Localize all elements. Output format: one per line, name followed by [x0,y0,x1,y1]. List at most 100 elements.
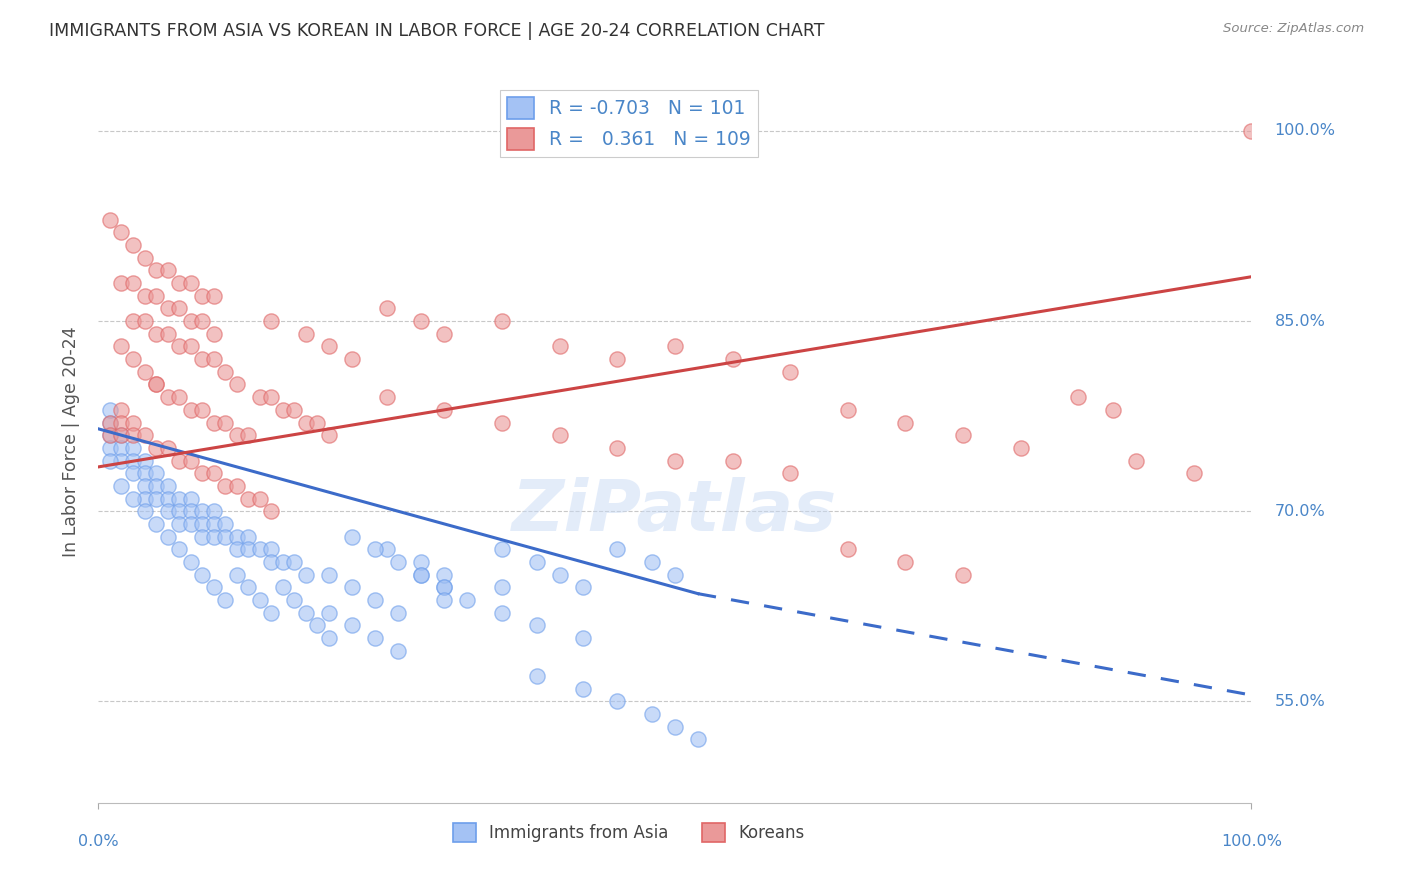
Point [191,567,214,582]
Point [202,416,225,430]
Point [145,377,167,392]
Point [837,542,859,557]
Point [260,542,283,557]
Point [1182,467,1205,481]
Point [98,453,121,467]
Point [548,428,571,442]
Text: 55.0%: 55.0% [1274,694,1324,709]
Point [214,516,236,531]
Point [307,416,329,430]
Point [249,593,271,607]
Point [98,428,121,442]
Point [156,479,179,493]
Point [110,402,132,417]
Point [191,402,214,417]
Point [340,618,363,632]
Point [180,314,202,328]
Text: 100.0%: 100.0% [1274,123,1336,138]
Point [134,251,156,265]
Point [295,606,318,620]
Point [110,453,132,467]
Point [387,643,409,657]
Point [191,516,214,531]
Point [433,593,456,607]
Point [225,542,247,557]
Point [307,618,329,632]
Point [664,720,686,734]
Point [364,631,387,645]
Point [134,314,156,328]
Point [548,339,571,353]
Point [238,428,260,442]
Point [571,681,593,696]
Point [156,390,179,404]
Point [191,530,214,544]
Text: IMMIGRANTS FROM ASIA VS KOREAN IN LABOR FORCE | AGE 20-24 CORRELATION CHART: IMMIGRANTS FROM ASIA VS KOREAN IN LABOR … [49,22,825,40]
Point [283,555,305,569]
Point [214,593,236,607]
Point [156,326,179,341]
Y-axis label: In Labor Force | Age 20-24: In Labor Force | Age 20-24 [62,326,80,557]
Point [134,289,156,303]
Text: 100.0%: 100.0% [1220,835,1282,849]
Point [167,516,190,531]
Point [202,467,225,481]
Point [145,491,167,506]
Point [433,580,456,594]
Point [167,390,190,404]
Point [283,593,305,607]
Point [340,530,363,544]
Point [191,467,214,481]
Point [122,276,145,290]
Point [191,504,214,518]
Point [225,530,247,544]
Point [271,555,294,569]
Point [318,631,340,645]
Point [526,618,548,632]
Point [686,732,709,747]
Point [238,542,260,557]
Point [283,402,305,417]
Point [664,339,686,353]
Text: 70.0%: 70.0% [1274,504,1324,519]
Point [318,339,340,353]
Point [375,301,398,316]
Point [491,606,513,620]
Point [156,491,179,506]
Point [145,479,167,493]
Point [214,479,236,493]
Point [180,491,202,506]
Point [214,365,236,379]
Point [225,428,247,442]
Point [318,567,340,582]
Point [271,402,294,417]
Point [260,555,283,569]
Point [191,352,214,367]
Point [260,606,283,620]
Point [664,567,686,582]
Point [491,416,513,430]
Point [225,377,247,392]
Point [260,504,283,518]
Point [122,453,145,467]
Point [433,580,456,594]
Point [721,453,744,467]
Point [571,631,593,645]
Point [295,326,318,341]
Point [364,542,387,557]
Point [202,580,225,594]
Point [122,416,145,430]
Point [952,428,974,442]
Point [156,504,179,518]
Point [110,441,132,455]
Point [110,428,132,442]
Point [411,555,433,569]
Point [167,542,190,557]
Point [134,428,156,442]
Point [641,555,664,569]
Point [238,580,260,594]
Point [167,339,190,353]
Point [364,593,387,607]
Point [526,555,548,569]
Point [156,530,179,544]
